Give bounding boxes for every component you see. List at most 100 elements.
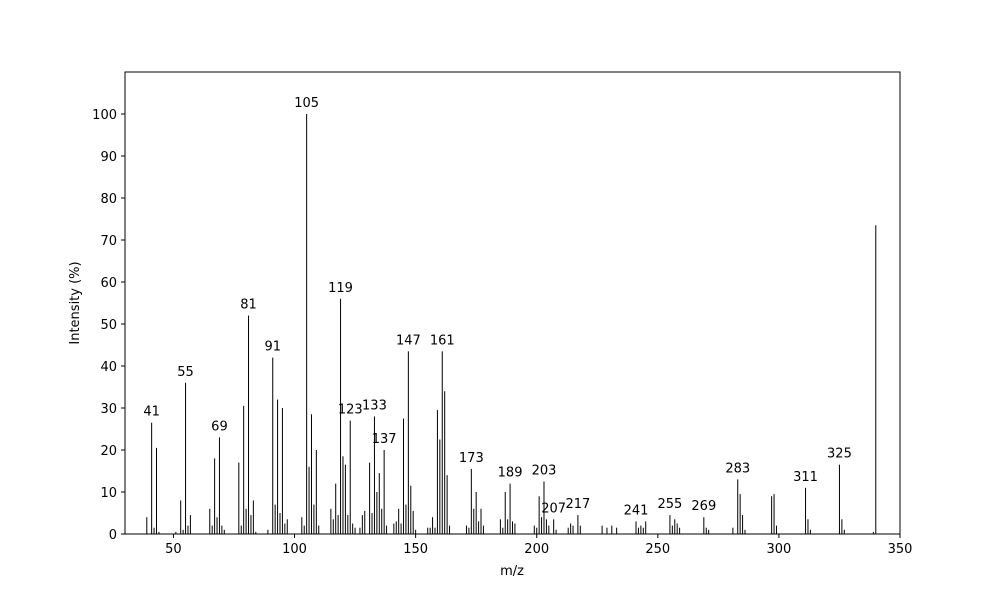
peak-label: 137 bbox=[372, 432, 397, 447]
peak bbox=[502, 527, 504, 534]
peak bbox=[175, 531, 177, 534]
peak bbox=[533, 525, 535, 534]
peak bbox=[642, 527, 644, 534]
peak bbox=[412, 510, 414, 534]
peak bbox=[272, 357, 274, 534]
peak bbox=[616, 527, 618, 534]
peak bbox=[332, 519, 334, 534]
peak-label: 119 bbox=[328, 281, 353, 296]
peak bbox=[303, 525, 305, 534]
peak-label: 241 bbox=[624, 503, 649, 518]
peak bbox=[771, 496, 773, 534]
peak-label: 161 bbox=[430, 333, 455, 348]
peak bbox=[499, 519, 501, 534]
peak bbox=[252, 500, 254, 534]
y-tick-label: 70 bbox=[100, 234, 117, 249]
peak bbox=[410, 485, 412, 534]
peak bbox=[708, 529, 710, 534]
peak bbox=[645, 521, 647, 534]
peak bbox=[482, 525, 484, 534]
peak bbox=[369, 462, 371, 534]
peak bbox=[601, 525, 603, 534]
peak bbox=[449, 525, 451, 534]
peak-label: 69 bbox=[211, 419, 228, 434]
peak bbox=[514, 523, 516, 534]
peak bbox=[330, 508, 332, 534]
peak bbox=[637, 527, 639, 534]
peak-label: 173 bbox=[459, 451, 484, 466]
peak bbox=[393, 523, 395, 534]
peak bbox=[337, 515, 339, 534]
peak bbox=[240, 525, 242, 534]
peak bbox=[383, 450, 385, 534]
peak bbox=[180, 500, 182, 534]
peak bbox=[158, 531, 160, 534]
peak bbox=[359, 527, 361, 534]
peak bbox=[221, 525, 223, 534]
peak bbox=[361, 515, 363, 534]
y-tick-label: 100 bbox=[92, 108, 117, 123]
peak bbox=[335, 483, 337, 534]
peak bbox=[512, 521, 513, 534]
peak bbox=[606, 527, 608, 534]
peak-label: 189 bbox=[498, 466, 523, 481]
peak bbox=[187, 525, 189, 534]
peak-label: 203 bbox=[532, 464, 557, 479]
peak bbox=[400, 523, 402, 534]
peak bbox=[732, 527, 734, 534]
peak-label: 91 bbox=[264, 340, 281, 355]
peak bbox=[427, 527, 429, 534]
peak bbox=[737, 479, 739, 534]
peak bbox=[301, 517, 303, 534]
peak bbox=[679, 527, 681, 534]
peak bbox=[470, 468, 472, 534]
peak bbox=[315, 450, 317, 534]
peak bbox=[841, 519, 843, 534]
peak bbox=[773, 494, 775, 534]
peak bbox=[405, 504, 407, 534]
peak bbox=[255, 531, 257, 534]
peak bbox=[279, 513, 281, 534]
peak bbox=[146, 517, 148, 534]
peak bbox=[153, 527, 155, 534]
y-tick-label: 50 bbox=[100, 318, 117, 333]
peak bbox=[313, 504, 315, 534]
x-axis-label: m/z bbox=[500, 564, 524, 579]
peak bbox=[155, 447, 157, 534]
peak bbox=[250, 515, 252, 534]
peak bbox=[441, 351, 443, 534]
peak bbox=[318, 525, 320, 534]
peak bbox=[875, 225, 877, 535]
peak bbox=[473, 508, 475, 534]
peak bbox=[807, 519, 809, 534]
peak bbox=[151, 422, 153, 534]
peak bbox=[395, 521, 397, 534]
peak bbox=[671, 525, 673, 534]
peak bbox=[349, 420, 351, 534]
peak bbox=[775, 525, 777, 534]
peak bbox=[209, 508, 211, 534]
peak bbox=[274, 504, 276, 534]
y-tick-label: 80 bbox=[100, 192, 117, 207]
peak bbox=[429, 527, 431, 534]
peak-label: 81 bbox=[240, 298, 257, 313]
y-axis-label: Intensity (%) bbox=[68, 261, 83, 344]
peak bbox=[480, 508, 482, 534]
peak bbox=[838, 464, 840, 534]
peak-label: 255 bbox=[658, 497, 683, 512]
peak bbox=[182, 529, 184, 534]
peak-label: 105 bbox=[294, 96, 319, 111]
peak bbox=[504, 492, 506, 534]
peak bbox=[705, 527, 707, 534]
peak bbox=[611, 525, 613, 534]
y-tick-label: 30 bbox=[100, 402, 117, 417]
peak bbox=[536, 527, 538, 534]
peak bbox=[277, 399, 279, 534]
peak-label: 207 bbox=[541, 501, 566, 516]
peak bbox=[555, 529, 557, 534]
x-tick-label: 250 bbox=[645, 542, 670, 557]
peak bbox=[245, 508, 247, 534]
peak bbox=[407, 351, 409, 534]
peak bbox=[364, 510, 366, 534]
peak bbox=[507, 519, 509, 534]
